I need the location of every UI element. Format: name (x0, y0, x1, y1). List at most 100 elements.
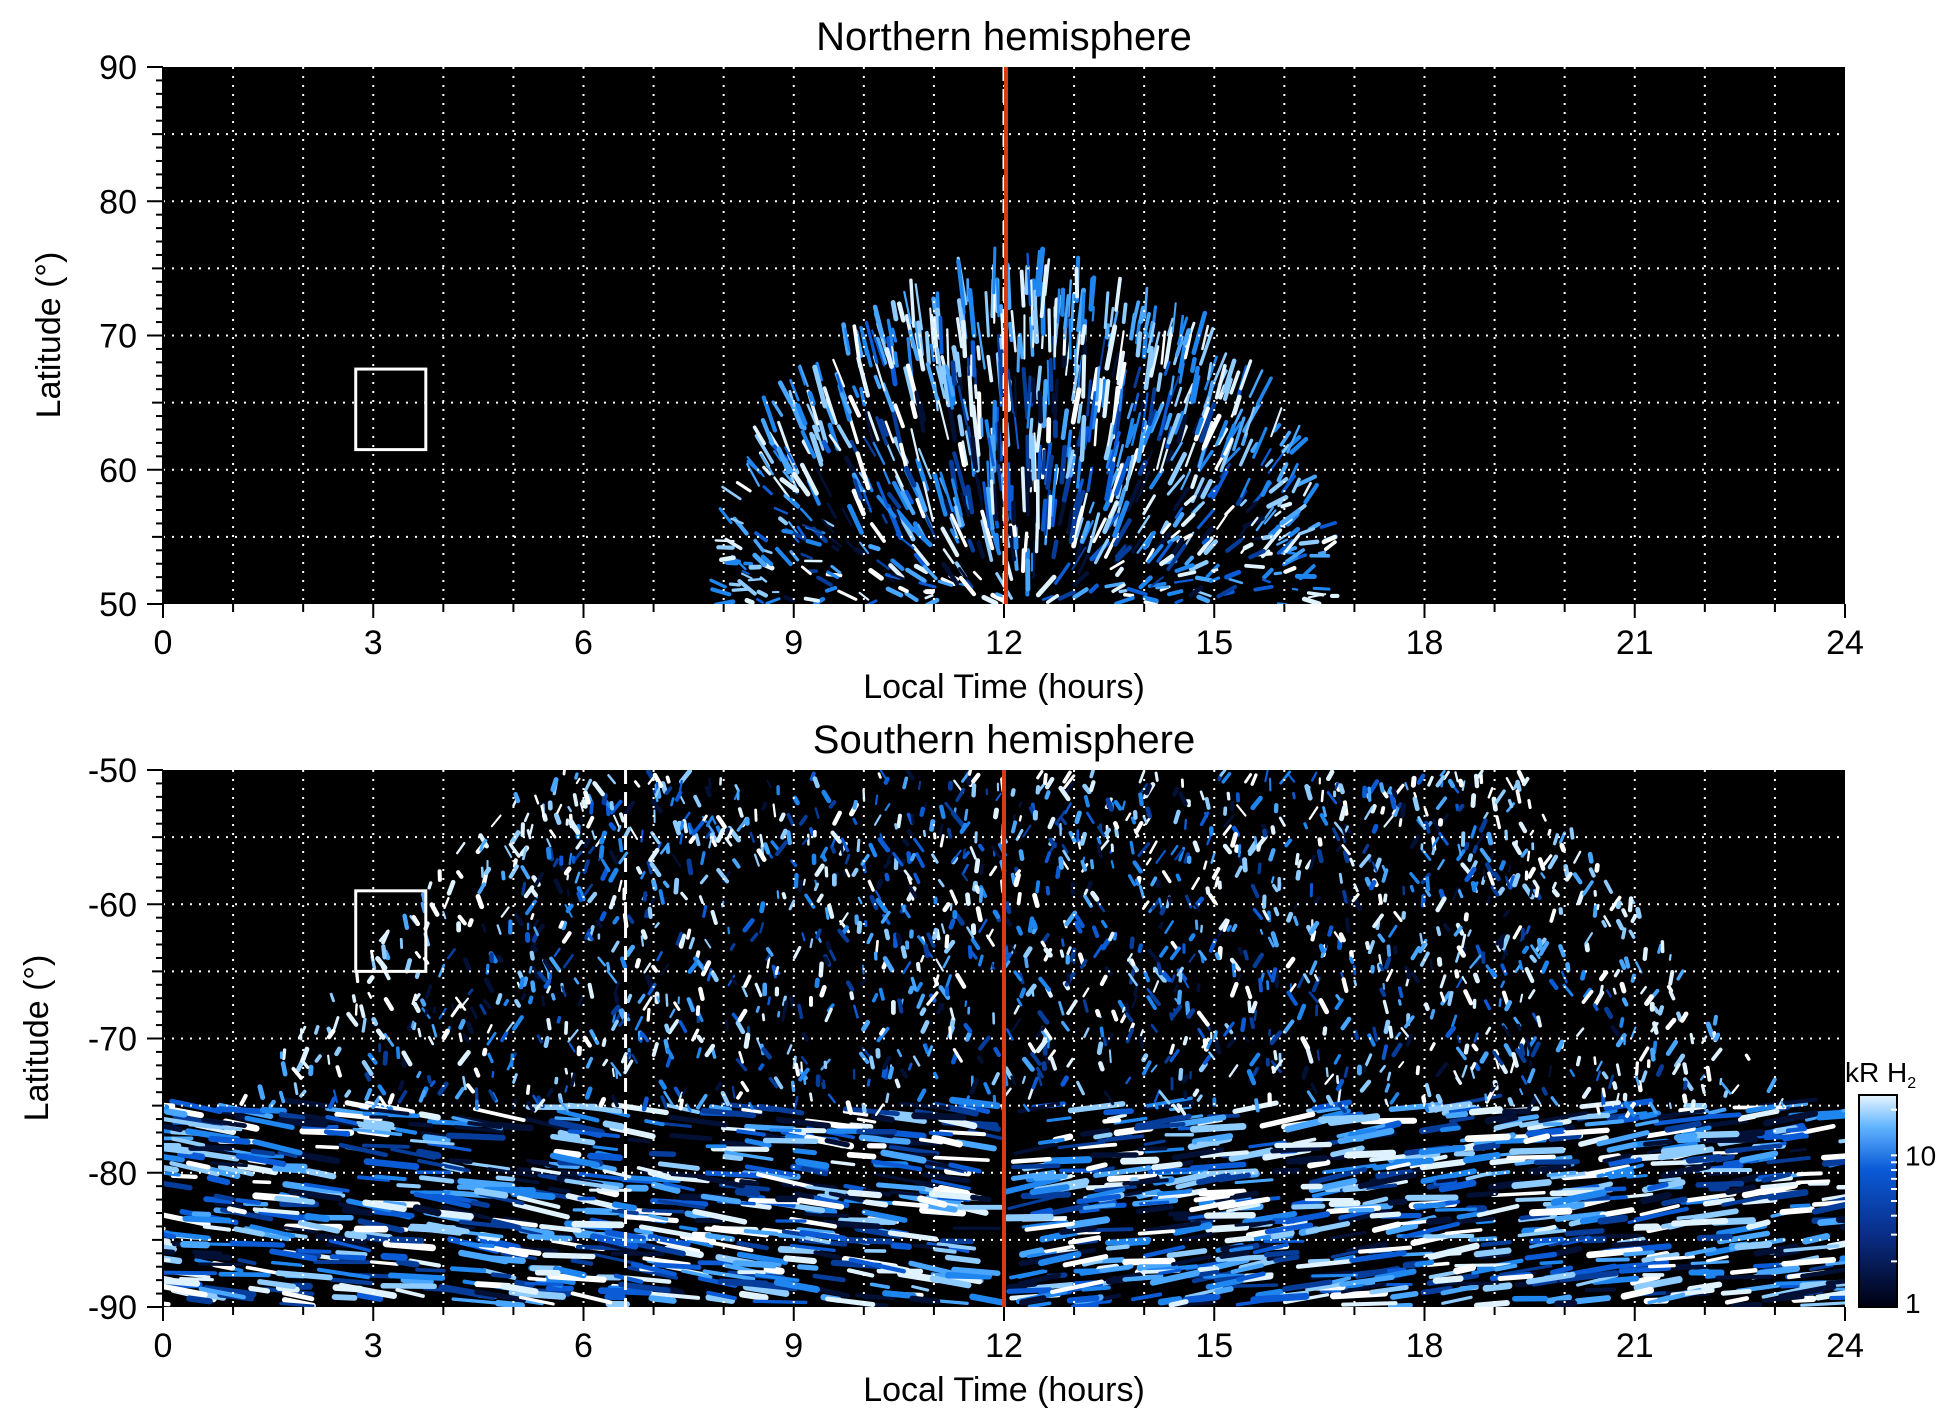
emission-streak (1093, 538, 1110, 565)
emission-speck (1256, 843, 1262, 852)
emission-streak (1131, 538, 1143, 554)
emission-speck (1175, 873, 1182, 882)
emission-streak (974, 473, 984, 503)
emission-streak (1111, 352, 1120, 378)
emission-speck (1423, 807, 1429, 817)
emission-streak (1176, 413, 1188, 444)
emission-streak (744, 1138, 772, 1148)
emission-streak (747, 578, 762, 582)
emission-speck (832, 810, 842, 826)
emission-speck (364, 1088, 373, 1102)
emission-streak (1348, 1127, 1377, 1137)
emission-speck (1137, 943, 1143, 954)
emission-streak (798, 364, 809, 388)
emission-speck (961, 872, 969, 882)
emission-speck (1305, 1048, 1314, 1064)
emission-streak (836, 374, 843, 392)
emission-speck (1521, 945, 1530, 955)
emission-streak (736, 1251, 789, 1265)
emission-streak (771, 400, 784, 417)
emission-speck (420, 901, 427, 914)
emission-streak (1166, 1248, 1208, 1259)
emission-streak (1020, 548, 1026, 574)
emission-streak (995, 592, 1003, 598)
emission-speck (1143, 970, 1151, 983)
emission-speck (969, 1077, 979, 1095)
emission-streak (1115, 566, 1124, 578)
emission-streak (1499, 1116, 1519, 1124)
emission-speck (814, 807, 820, 819)
emission-streak (803, 596, 820, 603)
x-tick-label: 6 (574, 624, 593, 662)
emission-streak (863, 407, 874, 443)
emission-speck (782, 1000, 789, 1015)
emission-speck (1534, 885, 1540, 898)
emission-streak (1026, 252, 1032, 306)
emission-speck (1615, 1063, 1621, 1077)
emission-streak (1142, 494, 1156, 516)
emission-streak (1172, 1222, 1213, 1236)
emission-streak (813, 1250, 841, 1260)
emission-speck (809, 771, 816, 782)
y-tick-label: 70 (99, 318, 137, 356)
emission-speck (1386, 786, 1393, 795)
emission-streak (1760, 1181, 1802, 1189)
emission-streak (1141, 410, 1159, 447)
x-tick-label: 24 (1826, 624, 1864, 662)
emission-streak (1262, 528, 1283, 552)
emission-streak (1183, 495, 1196, 506)
emission-streak (163, 1248, 176, 1255)
emission-speck (1368, 879, 1377, 891)
emission-streak (269, 1248, 318, 1262)
emission-streak (931, 1134, 963, 1148)
emission-speck (1252, 907, 1264, 920)
emission-streak (1109, 463, 1124, 503)
emission-speck (765, 954, 771, 961)
emission-speck (1386, 944, 1392, 957)
emission-streak (226, 1206, 247, 1215)
emission-speck (1161, 870, 1172, 884)
emission-streak (773, 476, 790, 498)
emission-streak (1161, 522, 1172, 535)
emission-speck (1309, 920, 1320, 935)
emission-speck (654, 922, 660, 929)
emission-speck (335, 1065, 342, 1078)
emission-streak (470, 1200, 491, 1209)
emission-speck (1731, 1084, 1740, 1094)
emission-speck (1031, 989, 1035, 997)
emission-speck (1252, 952, 1265, 969)
emission-speck (566, 874, 570, 881)
emission-speck (1295, 869, 1302, 881)
emission-speck (329, 992, 335, 1003)
emission-speck (1507, 798, 1514, 809)
emission-streak (648, 1213, 669, 1222)
emission-streak (1094, 1185, 1137, 1193)
emission-speck (926, 991, 939, 1006)
emission-speck (576, 891, 583, 903)
emission-speck (1394, 783, 1405, 796)
emission-speck (1188, 953, 1196, 963)
emission-streak (876, 481, 890, 509)
emission-speck (1372, 913, 1384, 929)
emission-speck (398, 1080, 405, 1092)
emission-streak (1050, 463, 1059, 517)
emission-speck (1213, 1030, 1218, 1041)
emission-speck (788, 899, 796, 911)
emission-speck (1541, 1086, 1548, 1096)
emission-speck (1243, 949, 1249, 961)
emission-streak (1070, 387, 1082, 425)
emission-speck (740, 1080, 750, 1093)
emission-speck (1411, 775, 1417, 788)
emission-speck (1612, 1081, 1618, 1091)
emission-speck (546, 985, 552, 994)
emission-streak (1441, 1295, 1473, 1305)
emission-streak (1101, 1293, 1122, 1301)
emission-speck (1060, 1075, 1069, 1087)
emission-streak (1223, 437, 1234, 456)
emission-streak (282, 1181, 343, 1196)
emission-speck (915, 981, 923, 993)
emission-streak (949, 1096, 1001, 1110)
emission-speck (1169, 1012, 1174, 1021)
emission-streak (1248, 548, 1266, 560)
emission-streak (1302, 481, 1312, 497)
